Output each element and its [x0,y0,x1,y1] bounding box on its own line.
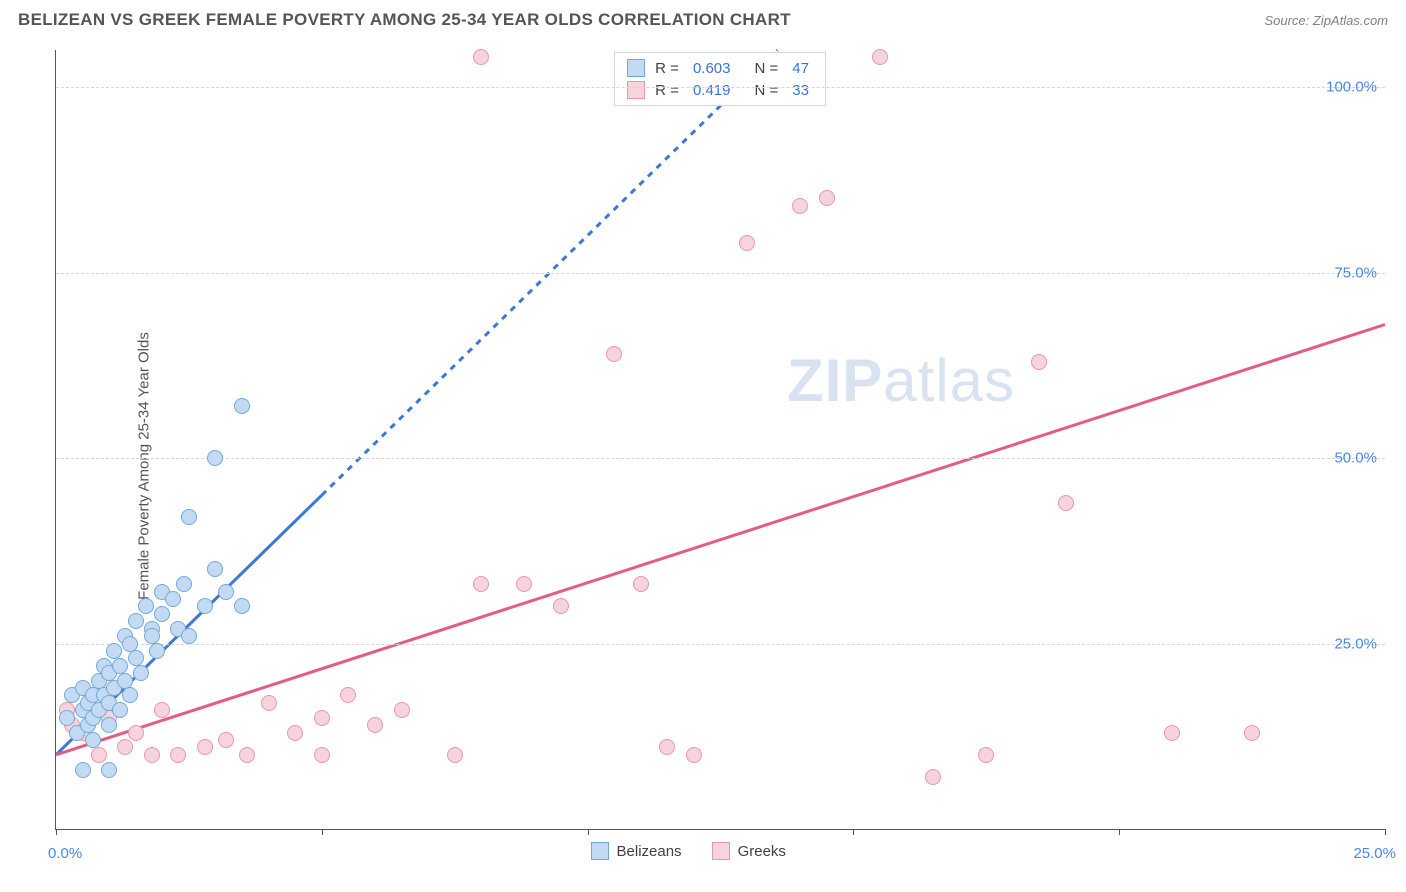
chart-area: Female Poverty Among 25-34 Year Olds ZIP… [0,40,1406,892]
swatch-belizeans [627,59,645,77]
data-point-greeks [925,769,941,785]
data-point-greeks [1031,354,1047,370]
watermark: ZIPatlas [787,346,1015,415]
data-point-belizeans [218,584,234,600]
data-point-greeks [447,747,463,763]
data-point-greeks [686,747,702,763]
data-point-belizeans [144,628,160,644]
data-point-greeks [633,576,649,592]
data-point-greeks [473,576,489,592]
legend-row-greeks: R = 0.419 N = 33 [627,81,813,99]
data-point-belizeans [181,509,197,525]
data-point-belizeans [75,762,91,778]
legend-row-belizeans: R = 0.603 N = 47 [627,59,813,77]
data-point-greeks [340,687,356,703]
data-point-belizeans [176,576,192,592]
data-point-belizeans [101,717,117,733]
trend-lines [56,50,1385,829]
y-tick-label: 100.0% [1326,79,1377,96]
data-point-belizeans [133,665,149,681]
data-point-belizeans [234,598,250,614]
data-point-greeks [239,747,255,763]
data-point-belizeans [234,398,250,414]
data-point-belizeans [101,762,117,778]
data-point-belizeans [207,561,223,577]
data-point-belizeans [165,591,181,607]
data-point-belizeans [122,636,138,652]
data-point-greeks [516,576,532,592]
data-point-greeks [144,747,160,763]
data-point-belizeans [154,606,170,622]
data-point-belizeans [122,687,138,703]
data-point-greeks [170,747,186,763]
x-axis-label-right: 25.0% [1353,845,1396,862]
data-point-belizeans [117,673,133,689]
data-point-greeks [367,717,383,733]
data-point-greeks [128,725,144,741]
data-point-greeks [473,49,489,65]
data-point-belizeans [181,628,197,644]
gridline [56,87,1385,88]
data-point-greeks [314,747,330,763]
correlation-legend: R = 0.603 N = 47 R = 0.419 N = 33 [614,52,826,106]
chart-source: Source: ZipAtlas.com [1264,13,1388,28]
data-point-belizeans [112,702,128,718]
data-point-belizeans [207,450,223,466]
data-point-greeks [117,739,133,755]
data-point-greeks [819,190,835,206]
data-point-belizeans [138,598,154,614]
data-point-greeks [659,739,675,755]
data-point-greeks [792,198,808,214]
data-point-greeks [872,49,888,65]
data-point-belizeans [85,732,101,748]
y-tick-label: 50.0% [1334,450,1377,467]
data-point-belizeans [197,598,213,614]
legend-item-greeks: Greeks [712,842,786,860]
scatter-plot: ZIPatlas R = 0.603 N = 47 R = 0.419 N = … [55,50,1385,830]
series-legend: Belizeans Greeks [591,842,786,860]
x-tick [1119,829,1120,835]
swatch-greeks [627,81,645,99]
data-point-greeks [197,739,213,755]
trend-line-greeks [56,325,1385,755]
data-point-belizeans [128,613,144,629]
data-point-greeks [1244,725,1260,741]
x-tick [56,829,57,835]
legend-item-belizeans: Belizeans [591,842,682,860]
data-point-greeks [314,710,330,726]
gridline [56,273,1385,274]
data-point-belizeans [112,658,128,674]
data-point-belizeans [149,643,165,659]
y-tick-label: 75.0% [1334,264,1377,281]
x-tick [322,829,323,835]
gridline [56,458,1385,459]
chart-title: BELIZEAN VS GREEK FEMALE POVERTY AMONG 2… [18,10,791,30]
x-tick [588,829,589,835]
data-point-greeks [218,732,234,748]
swatch-belizeans-icon [591,842,609,860]
data-point-greeks [739,235,755,251]
chart-header: BELIZEAN VS GREEK FEMALE POVERTY AMONG 2… [0,0,1406,36]
data-point-greeks [606,346,622,362]
data-point-greeks [91,747,107,763]
data-point-belizeans [128,650,144,666]
swatch-greeks-icon [712,842,730,860]
data-point-greeks [394,702,410,718]
data-point-belizeans [106,643,122,659]
data-point-belizeans [59,710,75,726]
x-tick [853,829,854,835]
data-point-greeks [154,702,170,718]
y-tick-label: 25.0% [1334,635,1377,652]
x-tick [1385,829,1386,835]
data-point-greeks [1058,495,1074,511]
data-point-greeks [261,695,277,711]
data-point-greeks [553,598,569,614]
data-point-greeks [978,747,994,763]
gridline [56,644,1385,645]
data-point-greeks [1164,725,1180,741]
x-axis-label-left: 0.0% [48,845,82,862]
data-point-greeks [287,725,303,741]
